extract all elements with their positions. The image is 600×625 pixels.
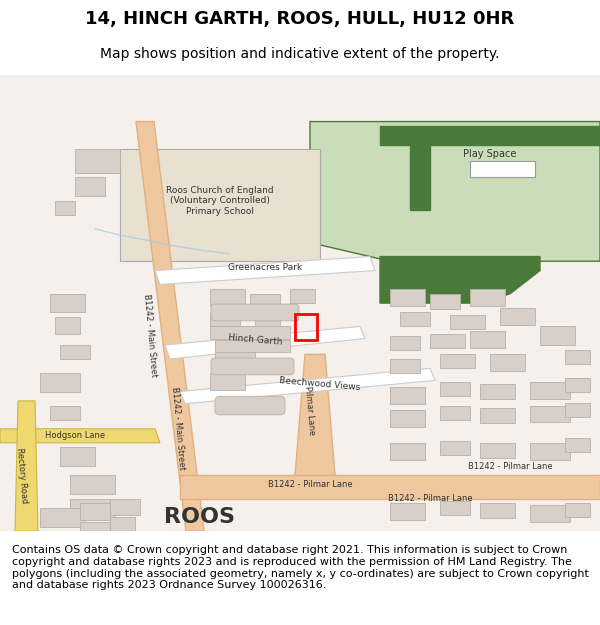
Bar [390, 442, 425, 459]
Text: Beechwood Views: Beechwood Views [279, 376, 361, 392]
Bar [390, 410, 425, 427]
Bar [390, 503, 425, 520]
Bar [430, 294, 460, 309]
Bar [430, 334, 465, 348]
Bar [530, 505, 570, 522]
Bar [70, 499, 110, 516]
Text: 14, HINCH GARTH, ROOS, HULL, HU12 0HR: 14, HINCH GARTH, ROOS, HULL, HU12 0HR [85, 10, 515, 27]
Bar [80, 522, 110, 536]
Bar [400, 312, 430, 326]
FancyBboxPatch shape [211, 358, 294, 375]
Text: B1242 - Pilmar Lane: B1242 - Pilmar Lane [388, 494, 472, 503]
Polygon shape [180, 368, 435, 404]
Bar [480, 503, 515, 518]
Bar [60, 345, 90, 359]
Text: Pilmar Lane: Pilmar Lane [304, 385, 317, 435]
Text: Contains OS data © Crown copyright and database right 2021. This information is : Contains OS data © Crown copyright and d… [12, 545, 589, 590]
Bar [440, 382, 470, 396]
FancyBboxPatch shape [215, 396, 285, 415]
Text: B1242 - Main Street: B1242 - Main Street [170, 387, 186, 471]
Bar [565, 503, 590, 518]
Bar [210, 289, 245, 306]
Text: B1242 - Pilmar Lane: B1242 - Pilmar Lane [467, 462, 553, 471]
Text: Play Space: Play Space [463, 149, 517, 159]
Bar [295, 314, 317, 341]
Bar [250, 294, 280, 309]
Bar [40, 508, 85, 527]
Text: B1242 - Main Street: B1242 - Main Street [142, 294, 158, 378]
Bar [80, 503, 115, 520]
Bar [60, 448, 95, 466]
Bar [290, 289, 315, 303]
Bar [255, 315, 280, 328]
Bar [210, 326, 290, 339]
Polygon shape [310, 121, 600, 280]
Bar [440, 501, 470, 516]
Bar [390, 359, 420, 373]
Bar [440, 354, 475, 368]
Bar [470, 289, 505, 306]
Bar [530, 406, 570, 422]
Bar [490, 354, 525, 371]
Bar [70, 476, 115, 494]
Bar [530, 382, 570, 399]
Bar [75, 149, 120, 173]
Bar [110, 518, 135, 531]
Bar [530, 442, 570, 459]
Polygon shape [295, 354, 335, 476]
Bar [565, 402, 590, 417]
Bar [565, 378, 590, 392]
Bar [215, 349, 255, 368]
Polygon shape [0, 429, 160, 442]
Text: Greenacres Park: Greenacres Park [228, 263, 302, 272]
Polygon shape [136, 121, 204, 531]
Polygon shape [380, 126, 600, 210]
Bar [180, 476, 600, 499]
Polygon shape [120, 149, 320, 261]
Text: Hodgson Lane: Hodgson Lane [45, 431, 105, 440]
Bar [50, 406, 80, 419]
Text: Hinch Garth: Hinch Garth [227, 334, 283, 348]
Text: ROOS: ROOS [164, 508, 235, 528]
Bar [40, 373, 80, 392]
Polygon shape [380, 257, 540, 303]
Bar [440, 406, 470, 419]
Bar [210, 373, 245, 390]
Bar [55, 201, 75, 214]
Bar [390, 289, 425, 306]
Text: Map shows position and indicative extent of the property.: Map shows position and indicative extent… [100, 47, 500, 61]
Bar [110, 499, 140, 516]
Bar [390, 387, 425, 404]
Bar [470, 331, 505, 348]
Bar [565, 438, 590, 452]
Bar [540, 326, 575, 345]
Bar [50, 294, 85, 312]
Polygon shape [155, 257, 375, 284]
Bar [75, 177, 105, 196]
Bar [480, 384, 515, 399]
Polygon shape [165, 326, 365, 359]
Bar [215, 341, 290, 351]
Bar [480, 408, 515, 423]
Bar [500, 308, 535, 324]
Text: B1242 - Pilmar Lane: B1242 - Pilmar Lane [268, 480, 352, 489]
Text: Roos Church of England
(Voluntary Controlled)
Primary School: Roos Church of England (Voluntary Contro… [166, 186, 274, 216]
Bar [565, 349, 590, 364]
Bar [55, 317, 80, 334]
Bar [210, 312, 240, 326]
Bar [470, 161, 535, 177]
Bar [390, 336, 420, 349]
Polygon shape [15, 401, 38, 531]
Bar [440, 441, 470, 455]
FancyBboxPatch shape [211, 304, 299, 321]
Bar [450, 315, 485, 329]
Text: Rectory Road: Rectory Road [15, 447, 29, 504]
Bar [480, 442, 515, 458]
